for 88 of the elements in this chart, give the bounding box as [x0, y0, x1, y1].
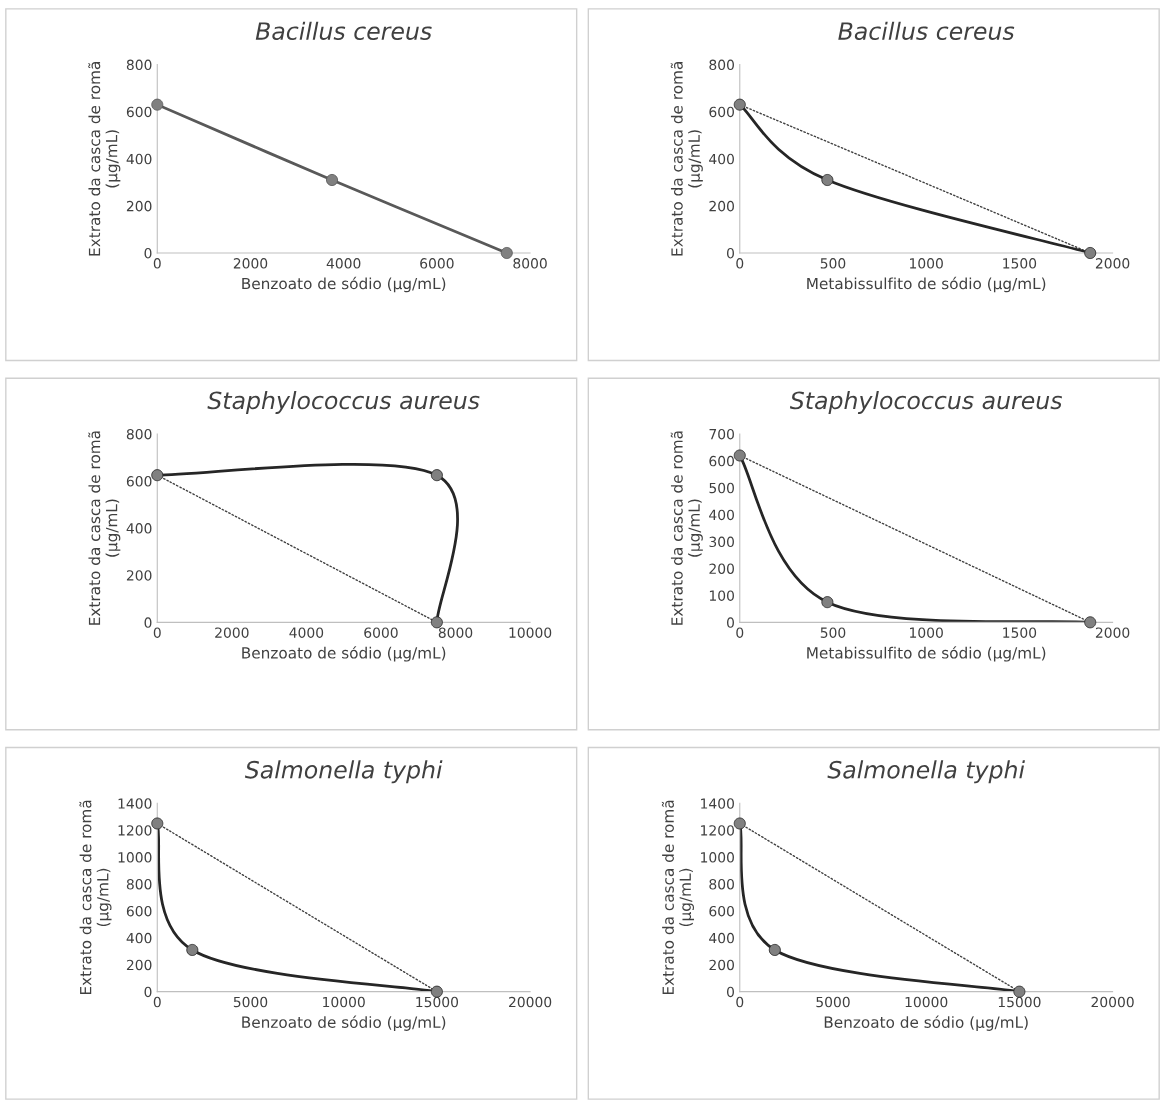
y-tick-label: 200 — [709, 563, 734, 574]
y-tick-label: 200 — [709, 959, 734, 971]
y-tick-label: 600 — [126, 106, 152, 118]
y-tick-label: 600 — [709, 455, 734, 467]
x-tick-label: 10000 — [509, 627, 552, 638]
y-tick-label: 0 — [726, 986, 734, 998]
x-axis-title: Benzoato de sódio (µg/mL) — [242, 276, 446, 293]
x-axis-title: Benzoato de sódio (µg/mL) — [242, 1015, 446, 1031]
x-axis-title: Benzoato de sódio (µg/mL) — [824, 1015, 1028, 1031]
y-tick-label: 400 — [709, 932, 734, 944]
x-tick-label: 15000 — [416, 996, 459, 1008]
y-tick-label: 600 — [126, 905, 152, 917]
x-axis-title: Benzoato de sódio (µg/mL) — [242, 646, 446, 662]
chart-title: Staphylococcus aureus — [789, 391, 1063, 414]
x-tick-label: 500 — [820, 627, 846, 638]
y-tick-label: 500 — [709, 482, 734, 494]
x-tick-label: 8000 — [438, 627, 473, 638]
y-tick-label: 200 — [709, 200, 734, 212]
x-tick-label: 4000 — [289, 627, 324, 638]
y-axis-title: Extrato da casca de romã (µg/mL) — [670, 62, 703, 256]
y-tick-label: 800 — [126, 428, 152, 440]
chart-title: Salmonella typhi — [244, 760, 443, 784]
y-tick-label: 1400 — [118, 798, 152, 809]
y-tick-label: 200 — [126, 959, 152, 971]
y-tick-label: 100 — [709, 590, 734, 601]
y-tick-label: 400 — [126, 153, 152, 165]
x-tick-label: 15000 — [998, 996, 1041, 1008]
y-axis-title: Extrato da casca de romã (µg/mL) — [88, 431, 121, 625]
x-tick-label: 5000 — [816, 996, 850, 1008]
y-tick-label: 300 — [709, 536, 734, 548]
y-tick-label: 1000 — [701, 852, 734, 863]
x-tick-label: 2000 — [233, 258, 268, 269]
y-tick-label: 1400 — [701, 798, 734, 809]
x-tick-label: 20000 — [509, 996, 552, 1008]
x-tick-label: 0 — [153, 258, 161, 269]
y-axis-title: Extrato da casca de romã (µg/mL) — [661, 800, 695, 995]
y-tick-label: 0 — [144, 617, 152, 628]
y-tick-label: 400 — [126, 523, 152, 534]
x-tick-label: 2000 — [1095, 627, 1130, 638]
x-tick-label: 1000 — [910, 258, 943, 269]
x-tick-label: 500 — [820, 258, 846, 269]
x-tick-label: 0 — [153, 996, 161, 1008]
y-axis-title: Extrato da casca de romã (µg/mL) — [670, 431, 703, 625]
y-tick-label: 0 — [144, 247, 152, 259]
y-tick-label: 800 — [709, 878, 734, 890]
x-tick-label: 5000 — [233, 996, 268, 1008]
y-tick-label: 200 — [126, 570, 152, 581]
x-tick-label: 0 — [736, 996, 744, 1008]
chart-title: Bacillus cereus — [838, 21, 1015, 40]
x-tick-label: 1500 — [1003, 258, 1037, 269]
x-tick-label: 1000 — [910, 627, 943, 638]
y-tick-label: 400 — [709, 153, 734, 165]
y-tick-label: 0 — [726, 617, 734, 628]
chart-title: Salmonella typhi — [827, 760, 1025, 784]
x-tick-label: 0 — [153, 627, 161, 638]
x-tick-label: 6000 — [364, 627, 398, 638]
y-tick-label: 0 — [144, 986, 152, 998]
x-tick-label: 6000 — [420, 258, 454, 269]
x-tick-label: 10000 — [905, 996, 948, 1008]
x-tick-label: 2000 — [1095, 258, 1130, 269]
x-tick-label: 2000 — [215, 627, 249, 638]
x-axis-title: Metabissulfito de sódio (µg/mL) — [807, 646, 1046, 662]
y-tick-label: 600 — [126, 476, 152, 487]
y-tick-label: 1200 — [118, 825, 152, 836]
y-tick-label: 800 — [709, 59, 734, 71]
y-axis-title: Extrato da casca de romã (µg/mL) — [79, 800, 112, 995]
x-tick-label: 1500 — [1003, 627, 1037, 638]
y-tick-label: 400 — [709, 509, 734, 521]
y-tick-label: 400 — [126, 932, 152, 944]
chart-title: Staphylococcus aureus — [207, 391, 480, 414]
x-tick-label: 8000 — [513, 258, 547, 269]
y-tick-label: 1200 — [701, 825, 734, 836]
y-tick-label: 200 — [126, 200, 152, 212]
x-tick-label: 4000 — [326, 258, 361, 269]
y-tick-label: 600 — [709, 106, 734, 118]
x-tick-label: 10000 — [323, 996, 365, 1008]
y-tick-label: 800 — [126, 59, 152, 71]
x-tick-label: 0 — [736, 627, 744, 638]
y-tick-label: 600 — [709, 905, 734, 917]
y-tick-label: 1000 — [118, 852, 152, 863]
y-axis-title: Extrato da casca de romã (µg/mL) — [88, 62, 121, 256]
x-tick-label: 20000 — [1091, 996, 1134, 1008]
y-tick-label: 0 — [726, 247, 734, 259]
chart-title: Bacillus cereus — [255, 21, 432, 40]
y-tick-label: 700 — [709, 428, 734, 440]
x-tick-label: 0 — [736, 258, 744, 269]
y-tick-label: 800 — [126, 878, 152, 890]
x-axis-title: Metabissulfito de sódio (µg/mL) — [807, 276, 1046, 293]
